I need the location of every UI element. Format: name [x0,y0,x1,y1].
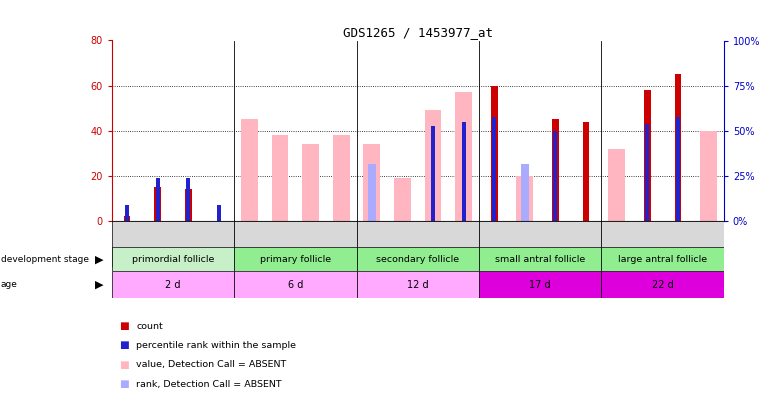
Bar [333,135,350,221]
Bar [601,271,724,298]
Text: ■: ■ [119,360,129,370]
Text: ▶: ▶ [95,279,104,290]
Bar [583,122,589,221]
Bar [676,117,680,221]
Bar [700,130,717,221]
Bar [357,247,479,271]
Bar [394,178,411,221]
Text: age: age [1,280,18,289]
Bar [186,178,190,221]
Text: ■: ■ [119,379,129,389]
Bar [455,92,472,221]
Bar [217,205,221,221]
Bar [431,126,435,221]
Text: 17 d: 17 d [529,279,551,290]
Bar [644,90,651,221]
Bar [125,205,129,221]
Bar [601,247,724,271]
Bar [552,119,559,221]
Bar [112,247,234,271]
Bar [479,247,601,271]
Text: 2 d: 2 d [165,279,181,290]
Text: small antral follicle: small antral follicle [495,255,585,264]
Text: percentile rank within the sample: percentile rank within the sample [136,341,296,350]
Bar [154,187,161,221]
Bar [491,85,497,221]
Bar [367,164,376,221]
Bar [462,122,466,221]
Text: ■: ■ [119,341,129,350]
Text: count: count [136,322,163,330]
Bar [156,178,159,221]
Bar [492,117,496,221]
Text: ■: ■ [119,321,129,331]
Bar [124,216,130,221]
Bar [241,119,258,221]
Bar [608,149,625,221]
Text: primordial follicle: primordial follicle [132,255,214,264]
Bar [554,130,557,221]
Text: large antral follicle: large antral follicle [618,255,707,264]
Text: value, Detection Call = ABSENT: value, Detection Call = ABSENT [136,360,286,369]
Text: secondary follicle: secondary follicle [377,255,459,264]
Bar [234,247,357,271]
Text: 22 d: 22 d [651,279,674,290]
Bar [302,144,319,221]
Bar [272,135,289,221]
Bar [479,271,601,298]
Bar [363,144,380,221]
Title: GDS1265 / 1453977_at: GDS1265 / 1453977_at [343,26,493,39]
Bar [424,110,441,221]
Text: 6 d: 6 d [288,279,303,290]
Bar [675,74,681,221]
Bar [521,164,529,221]
Bar [517,176,534,221]
Bar [112,271,234,298]
Bar [185,189,192,221]
Bar [234,271,357,298]
Bar [645,124,649,221]
Text: development stage: development stage [1,255,89,264]
Text: primary follicle: primary follicle [259,255,331,264]
Bar [357,271,479,298]
Text: rank, Detection Call = ABSENT: rank, Detection Call = ABSENT [136,380,282,389]
Text: 12 d: 12 d [407,279,429,290]
Text: ▶: ▶ [95,254,104,264]
